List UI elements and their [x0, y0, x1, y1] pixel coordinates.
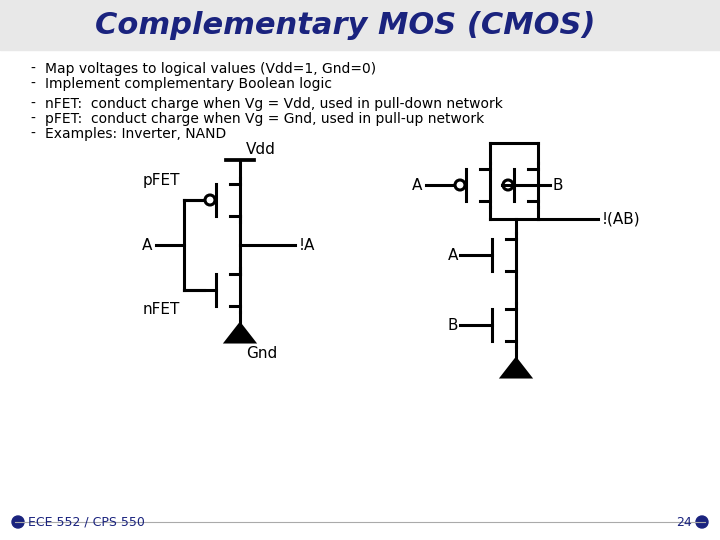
Bar — [0, 0, 720, 50]
Text: !(AB): !(AB) — [602, 212, 641, 226]
Text: B: B — [448, 318, 458, 333]
Circle shape — [12, 516, 24, 528]
Text: Complementary MOS (CMOS): Complementary MOS (CMOS) — [95, 10, 595, 39]
Text: !A: !A — [299, 238, 315, 253]
Polygon shape — [226, 324, 254, 342]
Text: Examples: Inverter, NAND: Examples: Inverter, NAND — [45, 127, 226, 141]
Text: A: A — [448, 247, 458, 262]
Text: 24: 24 — [676, 516, 692, 529]
Text: -: - — [30, 127, 35, 141]
Text: -: - — [30, 62, 35, 76]
Circle shape — [696, 516, 708, 528]
Text: nFET:  conduct charge when Vg = Vdd, used in pull-down network: nFET: conduct charge when Vg = Vdd, used… — [45, 97, 503, 111]
Text: Map voltages to logical values (Vdd=1, Gnd=0): Map voltages to logical values (Vdd=1, G… — [45, 62, 376, 76]
Text: Vdd: Vdd — [246, 142, 276, 157]
Text: pFET:  conduct charge when Vg = Gnd, used in pull-up network: pFET: conduct charge when Vg = Gnd, used… — [45, 112, 485, 126]
Text: ECE 552 / CPS 550: ECE 552 / CPS 550 — [28, 516, 145, 529]
Text: A: A — [142, 238, 152, 253]
Text: -: - — [30, 97, 35, 111]
Text: Implement complementary Boolean logic: Implement complementary Boolean logic — [45, 77, 332, 91]
Polygon shape — [502, 359, 530, 377]
Text: Gnd: Gnd — [246, 346, 277, 361]
Text: pFET: pFET — [143, 173, 180, 188]
Text: nFET: nFET — [143, 302, 180, 317]
Text: -: - — [30, 112, 35, 126]
Text: -: - — [30, 77, 35, 91]
Text: A: A — [412, 178, 422, 192]
Text: B: B — [552, 178, 562, 192]
